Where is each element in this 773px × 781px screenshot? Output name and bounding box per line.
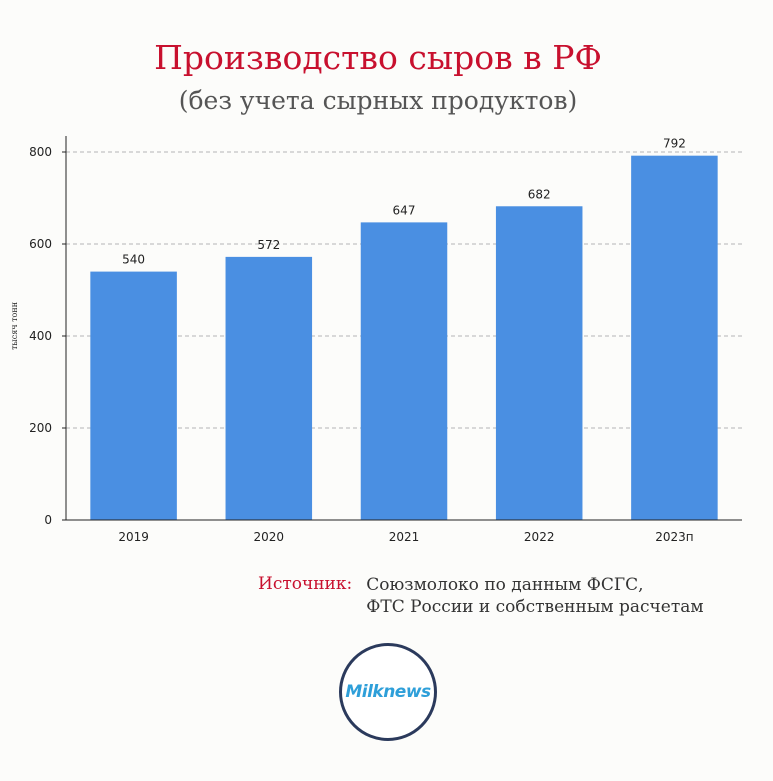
chart-title: Производство сыров в РФ xyxy=(154,38,602,77)
bar xyxy=(360,222,448,520)
y-tick-label: 400 xyxy=(29,329,52,343)
milknews-logo: Milknews xyxy=(339,643,437,741)
data-label: 572 xyxy=(257,238,280,252)
data-label: 682 xyxy=(528,187,551,201)
y-axis-label: тысяч тонн xyxy=(10,302,19,350)
source-label: Источник: xyxy=(258,574,353,594)
bar xyxy=(495,206,583,520)
y-tick-label: 600 xyxy=(29,237,52,251)
data-label: 647 xyxy=(393,203,416,217)
source-note: Источник: Союзмолоко по данным ФСГС, ФТС… xyxy=(258,574,704,618)
source-line: Союзмолоко по данным ФСГС, xyxy=(366,575,644,595)
x-tick-label: 2023п xyxy=(655,530,693,544)
data-label: 540 xyxy=(122,253,145,267)
bar-chart: 0 200 400 600 800 тысяч тонн 540 2019 572 2020 647… xyxy=(10,136,742,544)
bar xyxy=(90,271,177,520)
x-tick-label: 2020 xyxy=(254,530,285,544)
x-tick-label: 2021 xyxy=(389,530,420,544)
y-tick-label: 200 xyxy=(29,421,52,435)
x-tick-label: 2022 xyxy=(524,530,555,544)
bar xyxy=(631,155,718,520)
source-text: Союзмолоко по данным ФСГС, ФТС России и … xyxy=(366,574,703,618)
data-label: 792 xyxy=(663,137,686,151)
logo-text: Milknews xyxy=(345,682,431,702)
source-line: ФТС России и собственным расчетам xyxy=(366,597,704,617)
chart-subtitle: (без учета сырных продуктов) xyxy=(178,86,578,115)
y-tick-label: 0 xyxy=(44,513,52,527)
bar xyxy=(225,256,313,520)
y-tick-label: 800 xyxy=(29,145,52,159)
x-tick-label: 2019 xyxy=(118,530,149,544)
